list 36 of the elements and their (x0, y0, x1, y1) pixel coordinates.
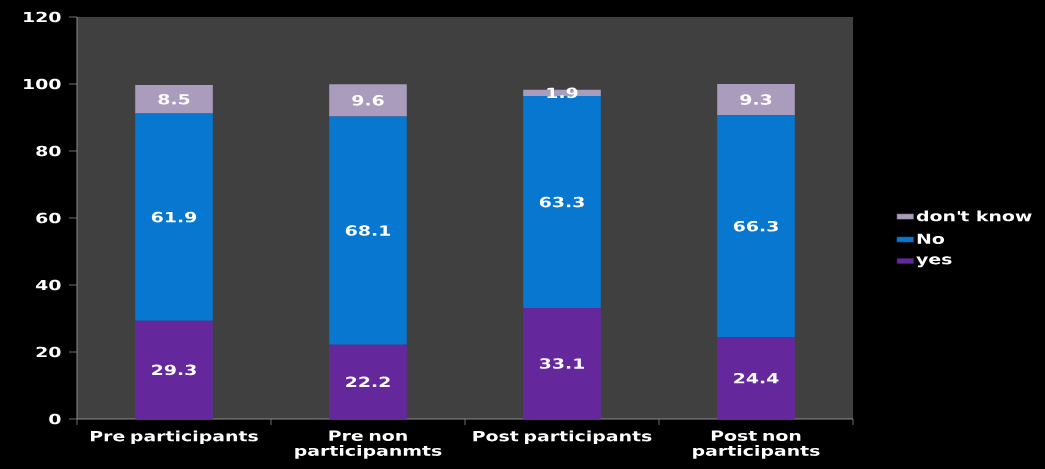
bar (329, 344, 407, 419)
legend-label: don't know (916, 210, 1032, 222)
data-label: 29.3 (152, 364, 196, 376)
data-label: 68.1 (345, 225, 391, 236)
x-tick-label: Post non participants (693, 430, 820, 459)
bar (329, 116, 407, 345)
x-tick-label: Pre participants (91, 430, 258, 445)
y-tick-label: 20 (36, 346, 61, 358)
bar (717, 115, 795, 338)
bar (135, 320, 213, 419)
y-tick-label: 100 (24, 78, 61, 90)
bar (329, 84, 407, 117)
data-label: 63.3 (539, 196, 584, 208)
y-tick-label: 40 (36, 279, 61, 291)
data-label: 61.9 (151, 211, 197, 223)
x-tick-label: Pre non participanmts (295, 430, 442, 459)
legend-label: No (917, 233, 945, 245)
y-tick-label: 80 (36, 145, 61, 157)
data-label: 1.9 (547, 87, 578, 99)
data-label: 66.3 (733, 220, 778, 232)
bar (135, 85, 213, 114)
y-tick-label: 60 (36, 212, 61, 224)
bar (717, 84, 795, 116)
data-label: 22.2 (346, 376, 390, 388)
data-label: 9.3 (740, 94, 772, 105)
y-tick-label: 120 (24, 11, 61, 23)
data-label: 24.4 (734, 372, 779, 384)
bar (523, 308, 601, 419)
x-tick-label: Post participants (473, 430, 652, 445)
data-label: 8.5 (158, 93, 190, 105)
y-tick-label: 0 (49, 413, 61, 425)
legend-label: yes (916, 256, 952, 268)
bar (717, 337, 795, 419)
data-label: 33.1 (539, 358, 585, 369)
bar (135, 113, 213, 321)
data-label: 9.6 (352, 95, 384, 106)
